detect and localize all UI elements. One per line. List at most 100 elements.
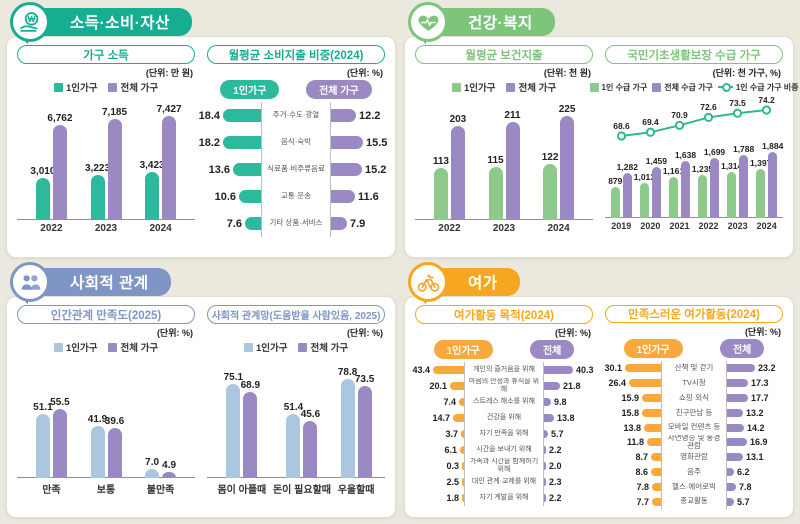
bar-group: 51.1 55.5 만족 [33,378,70,496]
line-value: 68.6 [613,121,630,131]
bar [245,217,261,230]
bar-value: 5.7 [551,429,564,439]
panel-title: 가구 소득 [17,45,195,64]
tornado-row: 7.4 스트레스 해소를 위해 9.8 [415,394,593,410]
bar [331,109,356,122]
bar-value: 18.4 [198,109,220,122]
legend-swatch [652,82,662,92]
category-label: 대인 관계·교제를 위해 [464,474,544,490]
category-label: 2019 [611,221,632,231]
bar-value: 41.9 [87,414,108,425]
line-value: 69.4 [642,117,659,128]
category-label: 개인의 즐거움을 위해 [464,362,544,378]
tornado-row: 7.7 종교활동 5.7 [605,494,783,509]
category-label: 2023 [94,223,118,234]
category-label: 식료품·비주류음료 [261,156,331,183]
section-card: 가구 소득 (단위: 만 원) 1인가구 전체 가구 3,010 6,762 202… [6,36,396,258]
bar: 1,459 [646,156,667,218]
panel-title: 만족스러운 여가활동(2024) [605,305,783,324]
bar: 115 [487,155,504,220]
bar [450,382,464,390]
bar-value: 40.3 [576,365,594,375]
bar: 113 [433,156,449,220]
bar: 39.6 [105,416,124,478]
x-axis [605,217,783,218]
panel-household-income: 가구 소득 (단위: 만 원) 1인가구 전체 가구 3,010 6,762 202… [17,45,195,249]
series-badge: 전체 [719,338,765,358]
bar: 41.9 [88,414,107,478]
legend-item: 1인 수급 가구 [589,82,647,93]
bar [544,478,546,486]
bar-value: 7.8 [636,481,649,492]
bar-value: 17.3 [751,378,769,389]
tornado-row: 18.4 주거·수도·광열 12.2 [199,102,385,129]
bar-value: 203 [449,114,467,125]
category-label: 모바일 컨텐츠 등 [661,420,727,436]
legend-item: 1인가구 [53,340,97,354]
bar: 6,762 [47,113,72,220]
section-card: 인간관계 만족도(2025) (단위: %) 1인가구 전체 가구 51.1 55… [6,296,396,518]
bar-group: 122 225 2024 [541,104,576,235]
bar-value: 8.6 [635,467,648,477]
bar-value: 13.8 [557,413,575,423]
bar: 1,788 [733,144,754,218]
category-label: TV시청 [661,375,727,391]
tornado-row: 7.8 헬스·에어로빅 7.8 [605,479,783,495]
bar-value: 68.9 [240,380,261,391]
bar-value: 6.1 [444,445,457,455]
x-axis [17,477,195,478]
category-label: 시간을 보내기 위해 [464,442,544,458]
bar: 3,423 [140,160,165,220]
bar [544,366,573,374]
bar-value: 15.9 [621,393,639,404]
unit-label: (단위: 천 가구, %) [712,68,781,78]
panel-title-text: 월평균 소비지출 비중(2024) [228,49,364,62]
bar-value: 115 [487,155,504,166]
panel-title: 월평균 소비지출 비중(2024) [207,45,385,64]
tornado-row: 7.6 기타 상품·서비스 7.9 [207,210,385,237]
bar [652,497,661,506]
bar-value: 1,884 [762,141,784,151]
bar-value: 13.1 [746,452,764,463]
relationship-satisfaction-chart: 51.1 55.5 만족 41.9 39.6 보통 7.0 4.9 불만족 [17,356,195,496]
x-axis [17,219,195,220]
bar-value: 8.7 [635,452,648,463]
legend-item: 전체 가구 [108,340,158,354]
panel-title-text: 인간관계 만족도(2025) [50,309,162,322]
x-axis [415,219,593,220]
legend-item: 전체 가구 [506,80,556,94]
category-label: 산책 및 걷기 [661,361,727,376]
legend-item: 전체 가구 [108,80,158,94]
panel-title: 인간관계 만족도(2025) [17,305,195,324]
bar [651,453,661,462]
panel-title-text: 국민기초생활보장 수급 가구 [627,49,761,62]
bar-group: 1,013 1,459 2020 [634,152,667,233]
bar-value: 113 [432,156,449,167]
bar-value: 7.8 [739,481,752,492]
tornado-row: 43.4 개인의 즐거움을 위해 40.3 [412,362,594,378]
series-badge: 1인가구 [623,338,683,358]
bar-value: 122 [541,152,559,163]
line-marker [616,131,627,141]
category-label: 불만족 [146,485,175,496]
bar-value: 14.7 [432,413,450,423]
line-value: 73.5 [729,98,746,109]
won-hand-icon: ₩ [10,2,50,42]
bar [727,453,743,462]
bar [727,364,755,373]
heart-pulse-icon [408,2,448,42]
tornado-row: 13.6 식료품·비주류음료 15.2 [207,156,386,183]
bar [727,497,734,506]
bar-value: 7.7 [636,496,649,507]
bar-value: 13.8 [623,422,641,433]
category-label: 보통 [96,485,116,496]
bar [544,462,546,470]
bar-value: 55.5 [50,397,70,408]
bar [727,408,743,417]
bar-value: 20.1 [429,381,447,391]
category-label: 2021 [669,221,690,231]
bar: 4.9 [162,460,177,478]
legend-item: 1인가구 [53,80,97,94]
leisure-purpose-chart: 43.4 개인의 즐거움을 위해 40.3 20.1 마음의 안정과 휴식을 위해 21.… [412,362,594,506]
